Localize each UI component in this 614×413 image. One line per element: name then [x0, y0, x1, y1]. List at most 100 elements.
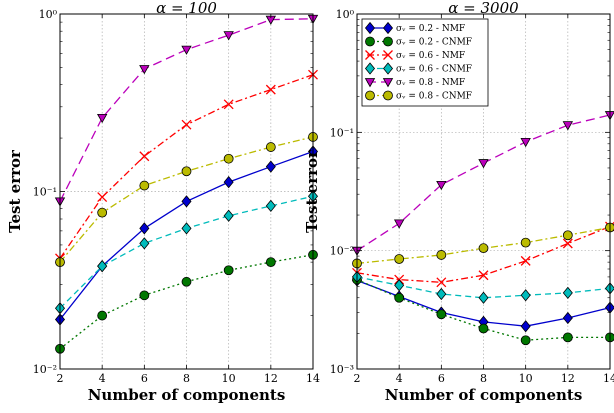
data-point — [265, 199, 276, 212]
data-point — [520, 138, 531, 148]
data-point — [181, 45, 192, 55]
data-point — [223, 209, 234, 222]
legend-box — [361, 18, 489, 107]
data-point — [265, 142, 276, 152]
series-3 — [352, 221, 614, 288]
data-point — [478, 159, 489, 169]
data-point — [520, 320, 531, 333]
legend-entry: σᵥ = 0.8 - NMF — [396, 78, 465, 88]
x-tick-label: 2 — [354, 372, 361, 385]
data-point — [562, 286, 573, 299]
series-6 — [55, 132, 318, 268]
y-tick-label: 10⁻² — [33, 363, 57, 376]
data-point — [478, 270, 489, 281]
data-point — [223, 31, 234, 41]
data-point — [520, 237, 531, 248]
legend-entry: σᵥ = 0.2 - CNMF — [396, 38, 472, 48]
data-point — [181, 195, 192, 208]
data-point — [97, 192, 108, 203]
data-point — [394, 292, 405, 303]
data-point — [139, 237, 150, 250]
legend-marker — [364, 78, 376, 88]
data-point — [394, 279, 405, 292]
x-tick-label: 10 — [222, 372, 236, 385]
data-point — [436, 309, 447, 320]
legend-marker — [364, 21, 376, 35]
x-tick-label: 2 — [57, 372, 64, 385]
y-tick-label: 10⁻¹ — [330, 126, 354, 139]
chart-title: α = 3000 — [448, 0, 519, 17]
chart-title: α = 100 — [156, 0, 217, 17]
y-tick-label: 10⁻² — [330, 245, 354, 258]
data-point — [97, 310, 108, 321]
data-point — [223, 175, 234, 189]
data-point — [139, 222, 150, 235]
data-point — [436, 180, 447, 191]
data-point — [393, 219, 405, 229]
legend-marker — [383, 50, 393, 60]
legend-marker — [382, 78, 394, 88]
data-point — [97, 259, 108, 273]
x-tick-label: 8 — [480, 372, 487, 385]
series-2 — [55, 249, 318, 354]
x-tick-label: 4 — [99, 372, 106, 385]
data-point — [265, 257, 276, 268]
chart-panel-2: 2 4 6 8 10 12 14 10⁻³ 10⁻² 10⁻¹ 10⁰ α = 3000 Number … — [303, 0, 614, 404]
data-point — [394, 254, 405, 264]
data-point — [139, 290, 150, 301]
data-point — [478, 243, 489, 254]
y-tick-label: 10⁰ — [336, 8, 355, 21]
data-point — [181, 119, 192, 130]
data-point — [478, 291, 489, 304]
y-tick-label: 10⁻¹ — [33, 186, 57, 199]
y-tick-label: 10⁻³ — [330, 363, 354, 376]
data-point — [562, 230, 573, 241]
data-point — [223, 265, 234, 276]
data-point — [520, 289, 531, 302]
legend-marker — [383, 36, 393, 47]
x-tick-label: 4 — [396, 372, 403, 385]
y-axis-label: Test error — [303, 149, 321, 233]
series-4 — [54, 190, 319, 315]
data-point — [562, 238, 573, 249]
legend-marker — [364, 62, 376, 75]
data-point — [97, 207, 108, 218]
legend-marker — [365, 50, 375, 60]
data-point — [265, 84, 276, 95]
x-tick-label: 12 — [264, 372, 278, 385]
series-5 — [54, 14, 319, 207]
data-point — [139, 180, 150, 191]
legend-marker — [382, 21, 394, 35]
data-point — [181, 166, 192, 177]
x-tick-label: 10 — [519, 372, 533, 385]
data-point — [181, 222, 192, 235]
data-point — [436, 277, 447, 288]
data-point — [223, 99, 234, 110]
legend-entry: σᵥ = 0.2 - NMF — [396, 24, 465, 34]
data-point — [520, 255, 531, 266]
data-point — [265, 160, 276, 173]
data-point — [181, 276, 192, 287]
x-tick-label: 12 — [561, 372, 575, 385]
x-axis-label: Number of components — [385, 386, 583, 404]
data-point — [139, 151, 150, 162]
series-5 — [351, 111, 614, 256]
x-tick-label: 6 — [141, 372, 148, 385]
legend-marker — [382, 62, 394, 75]
series-2 — [352, 274, 614, 346]
x-tick-label: 8 — [183, 372, 190, 385]
data-point — [478, 323, 489, 334]
x-tick-label: 14 — [603, 372, 614, 385]
x-axis-label: Number of components — [88, 386, 286, 404]
data-point — [96, 113, 108, 124]
data-point — [436, 250, 447, 260]
legend-entry: σᵥ = 0.6 - CNMF — [396, 65, 472, 75]
data-point — [520, 335, 531, 346]
data-point — [436, 287, 447, 301]
legend-entry: σᵥ = 0.6 - NMF — [396, 51, 465, 61]
y-tick-label: 10⁰ — [39, 8, 58, 21]
data-point — [562, 121, 574, 131]
data-point — [223, 153, 234, 164]
legend: σᵥ = 0.2 - NMF σᵥ = 0.2 - CNMF σᵥ = 0.6 - … — [361, 18, 489, 107]
